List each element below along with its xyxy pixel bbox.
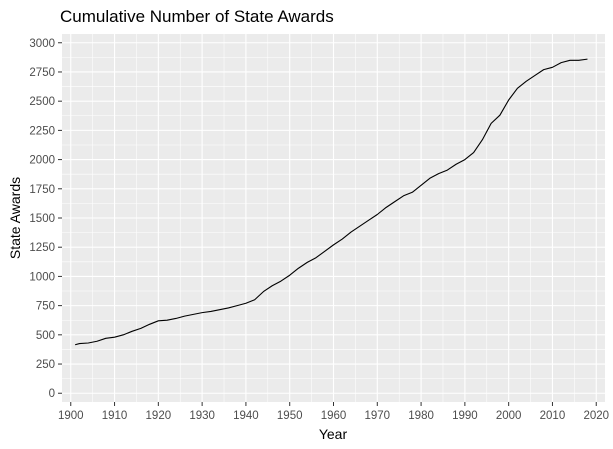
y-axis-label: State Awards	[7, 177, 23, 259]
y-tick-label: 0	[49, 388, 55, 400]
x-tick-label: 2010	[540, 410, 566, 422]
grid-lines	[62, 34, 605, 402]
x-tick-label: 1940	[233, 410, 259, 422]
y-tick-label: 500	[36, 330, 55, 342]
y-tick-label: 250	[36, 359, 55, 371]
y-tick-label: 2000	[29, 155, 55, 167]
series-layer	[74, 58, 588, 346]
x-tick-label: 1900	[58, 410, 84, 422]
y-tick-label: 2750	[29, 67, 55, 79]
y-tick-label: 1000	[29, 271, 55, 283]
x-tick-label: 1960	[321, 410, 347, 422]
y-tick-label: 2250	[29, 125, 55, 137]
x-tick-label: 2000	[496, 410, 522, 422]
x-tick-label: 2020	[583, 410, 609, 422]
x-tick-label: 1910	[102, 410, 128, 422]
x-tick-label: 1990	[452, 410, 478, 422]
x-axis-label: Year	[319, 426, 348, 442]
x-tick-label: 1930	[189, 410, 215, 422]
y-tick-label: 3000	[29, 38, 55, 50]
series-line	[74, 58, 588, 346]
chart-title: Cumulative Number of State Awards	[60, 7, 334, 26]
x-tick-label: 1920	[146, 410, 172, 422]
y-tick-label: 1750	[29, 184, 55, 196]
y-tick-label: 1250	[29, 242, 55, 254]
y-tick-label: 750	[36, 301, 55, 313]
x-tick-label: 1980	[408, 410, 434, 422]
x-tick-label: 1970	[364, 410, 390, 422]
x-tick-label: 1950	[277, 410, 303, 422]
axes: 1900 1910 1920 1930 1940 1950 1960 1970 1980 1990…	[29, 38, 609, 422]
y-tick-label: 2500	[29, 96, 55, 108]
y-tick-label: 1500	[29, 213, 55, 225]
